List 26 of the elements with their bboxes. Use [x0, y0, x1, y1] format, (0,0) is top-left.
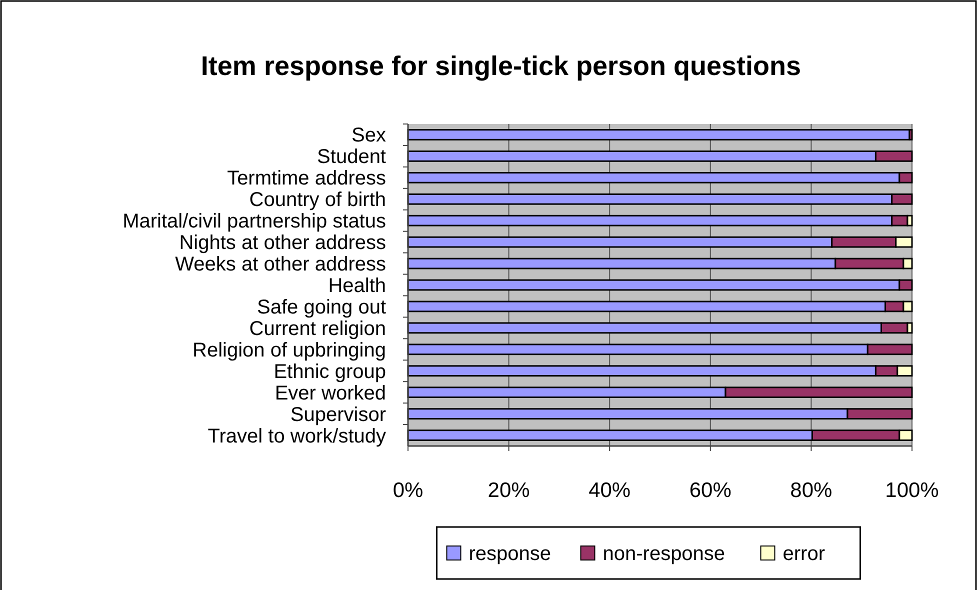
y-tick-label: Student: [317, 146, 386, 168]
y-tick-label: Nights at other address: [179, 232, 386, 254]
legend-label: non-response: [602, 543, 726, 565]
y-tick-label: Current religion: [249, 318, 386, 340]
x-tick-label: 60%: [689, 479, 732, 502]
y-tick-label: Ethnic group: [274, 360, 386, 383]
legend-label: error: [782, 543, 826, 565]
y-tick-label: Religion of upbringing: [192, 339, 386, 362]
x-tick-label: 20%: [488, 479, 530, 502]
x-tick-label: 80%: [790, 479, 832, 502]
y-tick-label: Marital/civil partnership status: [122, 210, 386, 233]
chart-title: Item response for single-tick person questions: [200, 51, 802, 81]
y-tick-label: Ever worked: [274, 382, 386, 404]
x-tick-label: 40%: [588, 479, 631, 502]
x-tick-label: 100%: [885, 479, 939, 502]
y-tick-label: Health: [328, 275, 386, 297]
y-tick-label: Country of birth: [249, 189, 386, 212]
y-tick-label: Travel to work/study: [208, 425, 386, 448]
y-tick-label: Termtime address: [227, 168, 386, 190]
x-tick-label: 0%: [392, 479, 424, 502]
legend-label: response: [468, 543, 552, 565]
y-tick-label: Supervisor: [290, 404, 386, 426]
y-tick-label: Weeks at other address: [175, 254, 386, 276]
y-tick-label: Safe going out: [257, 296, 386, 318]
y-tick-label: Sex: [352, 124, 386, 147]
bar: [407, 129, 910, 140]
